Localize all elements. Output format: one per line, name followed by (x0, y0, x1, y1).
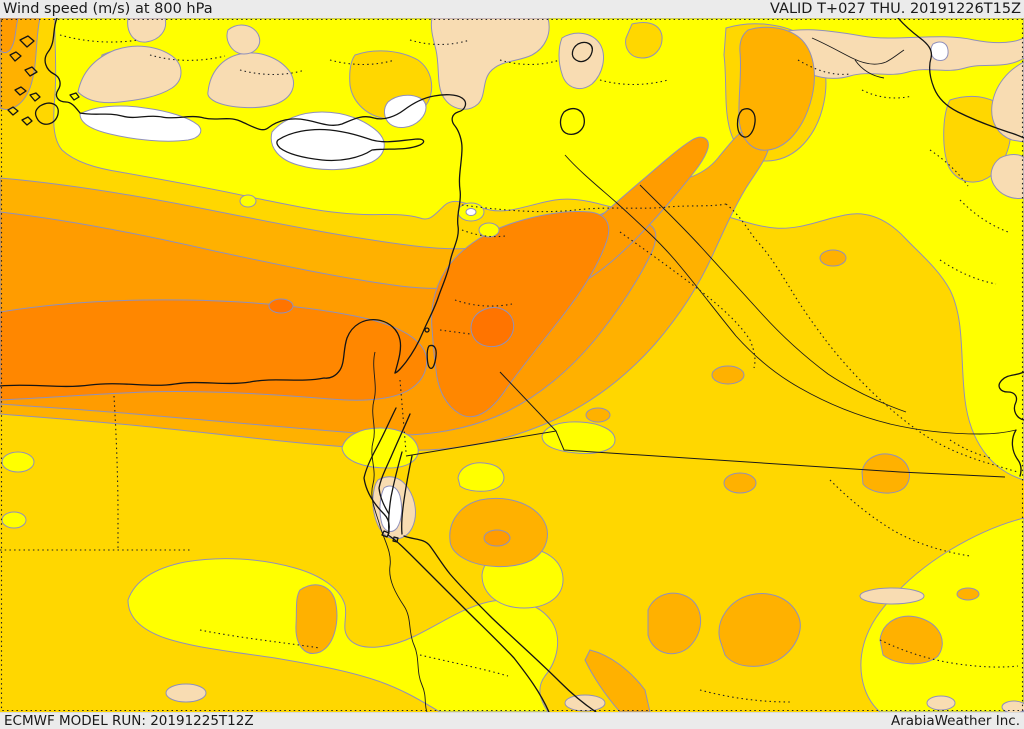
border-turkey-greece (59, 34, 669, 85)
contour-white-caspian (930, 41, 949, 61)
contour-deep-core (470, 307, 515, 347)
contour-peach-s5 (1001, 700, 1024, 712)
contour-amber-ne-turkey (738, 26, 815, 151)
coastlines (0, 18, 1024, 712)
river-nile (371, 351, 428, 712)
coastline-caspian (897, 18, 1024, 139)
dead-sea (426, 344, 437, 370)
river-tigris (639, 184, 907, 413)
country-borders (0, 18, 1024, 712)
contour-amber-spot-3 (585, 407, 611, 423)
contour-yellow-lebanon-2 (478, 222, 500, 238)
contour-amber-s4 (956, 587, 980, 601)
contour-white-araba (379, 485, 403, 532)
footer-bar: ECMWF MODEL RUN: 20191225T12Z ArabiaWeat… (0, 712, 1024, 729)
border-caucasus (797, 59, 969, 187)
coastline-persian-gulf (998, 371, 1024, 477)
island-rhodes (34, 102, 59, 125)
border-jordan-saudi (405, 430, 1006, 478)
contour-peach-right-edge-2 (990, 154, 1024, 199)
river-euphrates (564, 154, 1017, 435)
map-title: Wind speed (m/s) at 800 hPa (3, 1, 213, 17)
lake-tuz (571, 41, 593, 63)
contour-peach-s2 (564, 694, 606, 712)
contour-yellow-spot-syria (239, 194, 257, 208)
border-syria-lebanon (439, 229, 513, 335)
border-south-arabia (699, 639, 1019, 703)
contour-gold-central-top (625, 22, 663, 59)
valid-time-label: VALID T+027 THU. 20191226T15Z (770, 1, 1021, 17)
contour-peach-east-anatolia (430, 18, 550, 110)
contour-dark-west (0, 299, 428, 401)
contour-amber-s2 (718, 593, 801, 667)
contour-amber-s-redsea (584, 649, 651, 712)
credit-label: ArabiaWeather Inc. (890, 713, 1020, 729)
contour-peach-s1 (165, 683, 207, 703)
contour-yellow-patch-w1 (1, 451, 35, 473)
contour-yellow-south-arabia (860, 517, 1024, 712)
straight-borders (405, 371, 1006, 478)
contour-white-med-cyprus (270, 111, 385, 171)
model-run-label: ECMWF MODEL RUN: 20191225T12Z (4, 713, 254, 729)
contour-peach-nw-turkey (77, 45, 182, 104)
rivers (371, 37, 1017, 712)
coastline-gulf-suez-east (378, 413, 411, 515)
coastline-nile-delta-egypt (0, 319, 402, 388)
contour-amber-redsea-coast (295, 584, 338, 654)
coastline-redsea-east (403, 535, 597, 712)
contour-white-lebanon (465, 208, 477, 216)
wind-speed-map (0, 18, 1024, 712)
map-frame (0, 18, 1024, 712)
coastline-gulf-suez-west (363, 407, 397, 536)
header-bar: Wind speed (m/s) at 800 hPa VALID T+027 … (0, 0, 1024, 18)
contour-peach-top-1 (127, 18, 167, 43)
coastline-gulf-aqaba-east (400, 455, 413, 535)
border-turkey-syria (461, 203, 727, 213)
contour-peach-s3 (859, 587, 925, 605)
aegean-islands (7, 35, 80, 126)
coastline-turkey-aegean (44, 18, 463, 131)
contour-peach-central-turkey (207, 52, 294, 109)
contour-amber-s3 (879, 615, 943, 665)
lake-van (559, 107, 585, 135)
contour-yellow-patch-jof (541, 421, 616, 454)
border-iran-internal (939, 199, 1009, 285)
contour-yellow-patch-nw-saudi (457, 462, 505, 492)
border-saudi-internal (829, 479, 971, 557)
coastline-redsea-west (387, 534, 550, 712)
coastline-levant (394, 97, 467, 374)
contour-yellow-patch-w2 (1, 511, 27, 529)
border-syria-iraq (619, 231, 756, 369)
contour-deep-spot-west (268, 298, 294, 314)
island-cyprus (276, 128, 425, 162)
contour-orange-corner-nw (0, 18, 19, 54)
contour-dark-levant (431, 211, 610, 418)
contour-peach-s4 (926, 695, 956, 711)
contour-orange-midian-core (483, 529, 511, 547)
sea-of-galilee (424, 327, 430, 333)
contour-amber-s1 (647, 592, 701, 655)
contour-amber-ne-saudi (861, 453, 911, 494)
contour-amber-spot-1 (819, 249, 847, 267)
contour-peach-northeast-band (755, 29, 1024, 79)
contour-peach-top-2 (226, 24, 261, 55)
contour-field (0, 18, 1024, 712)
border-iraq-saudi (499, 371, 557, 432)
contour-amber-spot-4 (723, 472, 757, 494)
lake-urmia (736, 108, 756, 138)
tiran-islands (381, 530, 399, 543)
contour-peach-right-edge-1 (991, 61, 1024, 143)
river-kura (811, 37, 905, 79)
contour-yellow-patch-sinai-e (341, 427, 419, 469)
coastline-gulf-aqaba-west (387, 451, 403, 533)
contour-amber-spot-2 (711, 365, 745, 385)
